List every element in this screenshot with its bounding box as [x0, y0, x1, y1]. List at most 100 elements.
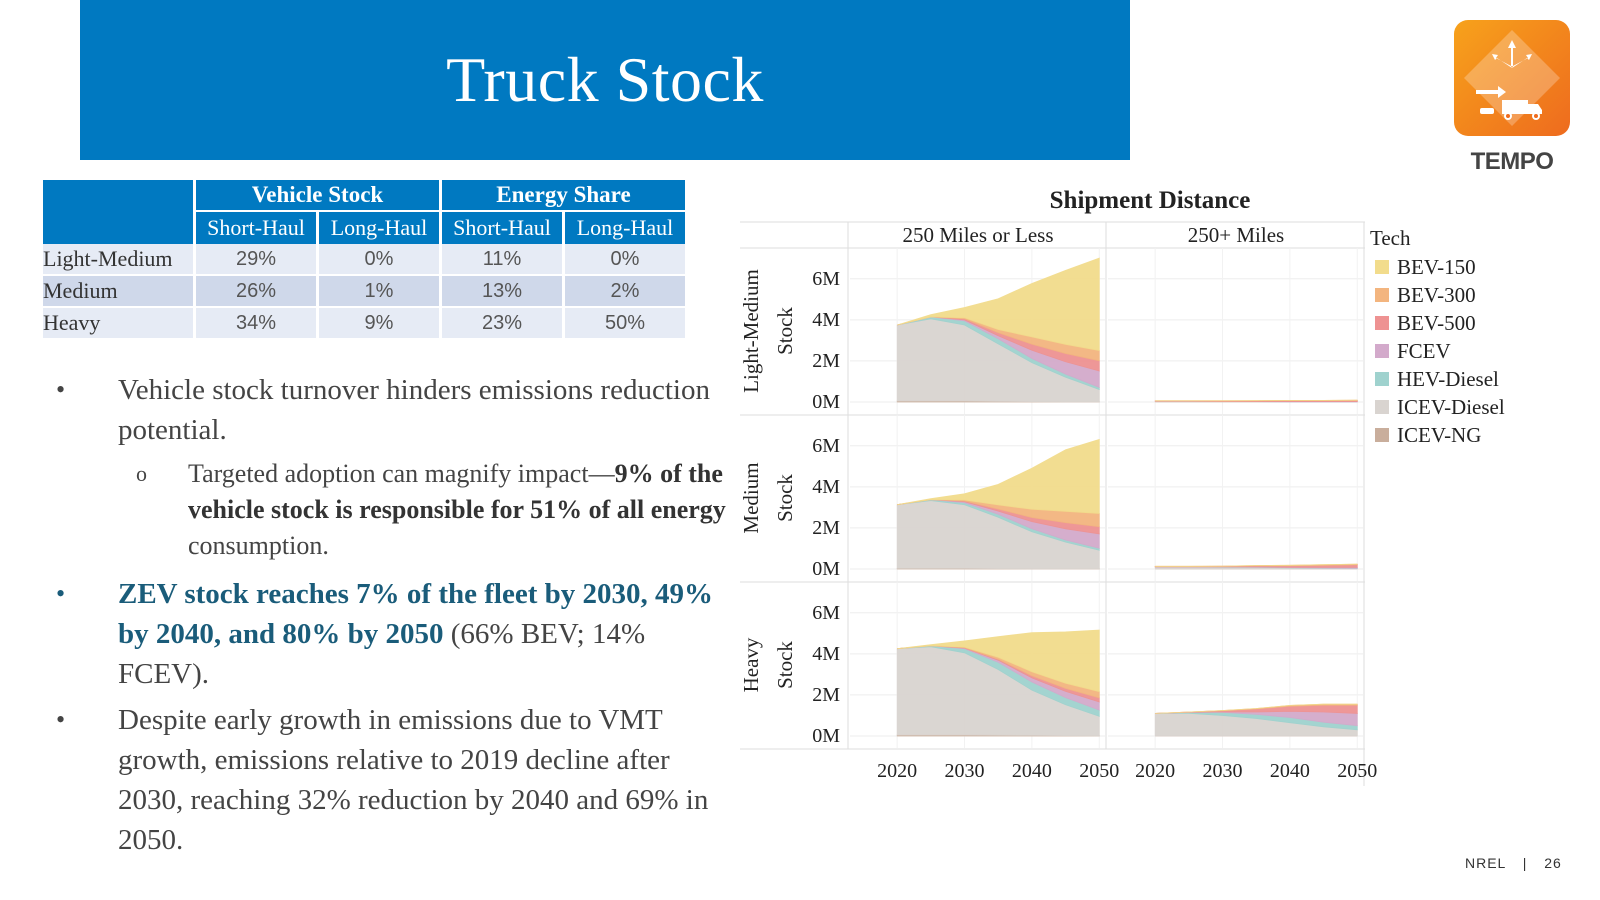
area-bev-150: [897, 629, 1100, 693]
header-energy-share: Energy Share: [442, 180, 685, 212]
area-bev-150: [897, 257, 1100, 351]
facet-row-label: Light-Medium: [740, 269, 763, 393]
bullet-text-post: (66% BEV; 14% FCEV).: [118, 618, 646, 690]
y-tick-label: 6M: [812, 435, 840, 457]
row-label: Light-Medium: [43, 244, 193, 276]
y-tick-label: 2M: [812, 350, 840, 372]
bullet-text: Despite early growth in emissions due to…: [118, 704, 709, 856]
y-tick-label: 0M: [812, 558, 840, 580]
stock-area-chart: Shipment Distance 250 Miles or Less 250+ M…: [740, 188, 1505, 786]
x-tick-label: 2040: [1012, 760, 1052, 782]
legend-label: FCEV: [1397, 339, 1451, 363]
y-tick-label: 0M: [812, 391, 840, 413]
chart-title: Shipment Distance: [1050, 188, 1251, 214]
y-tick-label: 4M: [812, 309, 840, 331]
table-cell: 11%: [442, 244, 562, 276]
logo-text: TEMPO: [1470, 148, 1554, 175]
bullet-dot: •: [56, 375, 66, 404]
sub-bullet-marker: o: [136, 461, 147, 486]
facet-column-label: 250 Miles or Less: [902, 223, 1053, 247]
y-tick-label: 4M: [812, 476, 840, 498]
subheader-long-haul: Long-Haul: [319, 212, 439, 244]
table-corner: [43, 180, 193, 244]
legend-label: ICEV-Diesel: [1397, 395, 1505, 419]
sub-bullet-text-pre: Targeted adoption can magnify impact—: [188, 459, 615, 488]
footer-separator: |: [1522, 855, 1528, 871]
y-axis-label: Stock: [773, 641, 797, 689]
y-tick-label: 2M: [812, 684, 840, 706]
legend-swatch: [1375, 400, 1389, 414]
area-bev-150: [1155, 703, 1358, 714]
table-cell: 0%: [565, 244, 685, 276]
x-tick-label: 2050: [1337, 760, 1377, 782]
page-number: 26: [1544, 855, 1562, 871]
title-banner: Truck Stock: [80, 0, 1130, 160]
table-cell: 26%: [196, 276, 316, 308]
tempo-logo-icon: [1454, 20, 1570, 136]
subheader-short-haul: Short-Haul: [442, 212, 562, 244]
table-row: Heavy 34% 9% 23% 50%: [43, 308, 685, 340]
x-tick-label: 2040: [1270, 760, 1310, 782]
legend-label: HEV-Diesel: [1397, 367, 1499, 391]
footer: NREL | 26: [1465, 855, 1562, 871]
y-tick-label: 6M: [812, 268, 840, 290]
bullet-item: • Despite early growth in emissions due …: [56, 700, 726, 860]
legend-swatch: [1375, 260, 1389, 274]
subheader-short-haul: Short-Haul: [196, 212, 316, 244]
table-cell: 9%: [319, 308, 439, 340]
table-cell: 2%: [565, 276, 685, 308]
table-cell: 23%: [442, 308, 562, 340]
area-bev-150: [1155, 399, 1358, 402]
bullet-text: Vehicle stock turnover hinders emissions…: [118, 374, 710, 446]
table-row: Light-Medium 29% 0% 11% 0%: [43, 244, 685, 276]
summary-table: Vehicle Stock Energy Share Short-Haul Lo…: [40, 180, 688, 340]
table-cell: 29%: [196, 244, 316, 276]
y-tick-label: 6M: [812, 602, 840, 624]
table-cell: 1%: [319, 276, 439, 308]
x-tick-label: 2020: [877, 760, 917, 782]
bullet-dot: •: [56, 579, 66, 608]
y-axis-label: Stock: [773, 307, 797, 355]
y-tick-label: 4M: [812, 643, 840, 665]
row-label: Medium: [43, 276, 193, 308]
legend-swatch: [1375, 316, 1389, 330]
x-tick-label: 2020: [1135, 760, 1175, 782]
bullet-text-emphasis: ZEV stock reaches 7% of the fleet by 203…: [118, 578, 713, 650]
legend-swatch: [1375, 288, 1389, 302]
facet-column-label: 250+ Miles: [1188, 223, 1284, 247]
bullet-dot: •: [56, 705, 66, 734]
table-cell: 50%: [565, 308, 685, 340]
x-tick-label: 2030: [945, 760, 985, 782]
table-row: Medium 26% 1% 13% 2%: [43, 276, 685, 308]
bullet-item: • ZEV stock reaches 7% of the fleet by 2…: [56, 574, 726, 694]
sub-bullet-text-emphasis: 9% of the vehicle stock is responsible f…: [188, 459, 726, 524]
footer-org: NREL: [1465, 855, 1506, 871]
legend-swatch: [1375, 372, 1389, 386]
legend-label: BEV-500: [1397, 311, 1476, 335]
y-axis-label: Stock: [773, 474, 797, 522]
table-cell: 13%: [442, 276, 562, 308]
legend-title: Tech: [1370, 226, 1411, 250]
subheader-long-haul: Long-Haul: [565, 212, 685, 244]
y-tick-label: 2M: [812, 517, 840, 539]
row-label: Heavy: [43, 308, 193, 340]
area-bev-150: [897, 438, 1100, 514]
facet-row-label: Medium: [740, 462, 763, 533]
slide-title: Truck Stock: [446, 44, 764, 115]
x-tick-label: 2050: [1079, 760, 1119, 782]
bullet-item: • Vehicle stock turnover hinders emissio…: [56, 370, 726, 450]
y-tick-label: 0M: [812, 725, 840, 747]
x-tick-label: 2030: [1203, 760, 1243, 782]
legend-swatch: [1375, 344, 1389, 358]
header-vehicle-stock: Vehicle Stock: [196, 180, 439, 212]
table-cell: 34%: [196, 308, 316, 340]
legend-swatch: [1375, 428, 1389, 442]
legend-label: ICEV-NG: [1397, 423, 1481, 447]
sub-bullet-item: o Targeted adoption can magnify impact—9…: [56, 456, 726, 564]
sub-bullet-text-post: consumption.: [188, 531, 329, 560]
facet-row-label: Heavy: [740, 637, 763, 692]
legend-label: BEV-150: [1397, 255, 1476, 279]
table-cell: 0%: [319, 244, 439, 276]
bullet-list: • Vehicle stock turnover hinders emissio…: [56, 370, 726, 866]
legend-label: BEV-300: [1397, 283, 1476, 307]
